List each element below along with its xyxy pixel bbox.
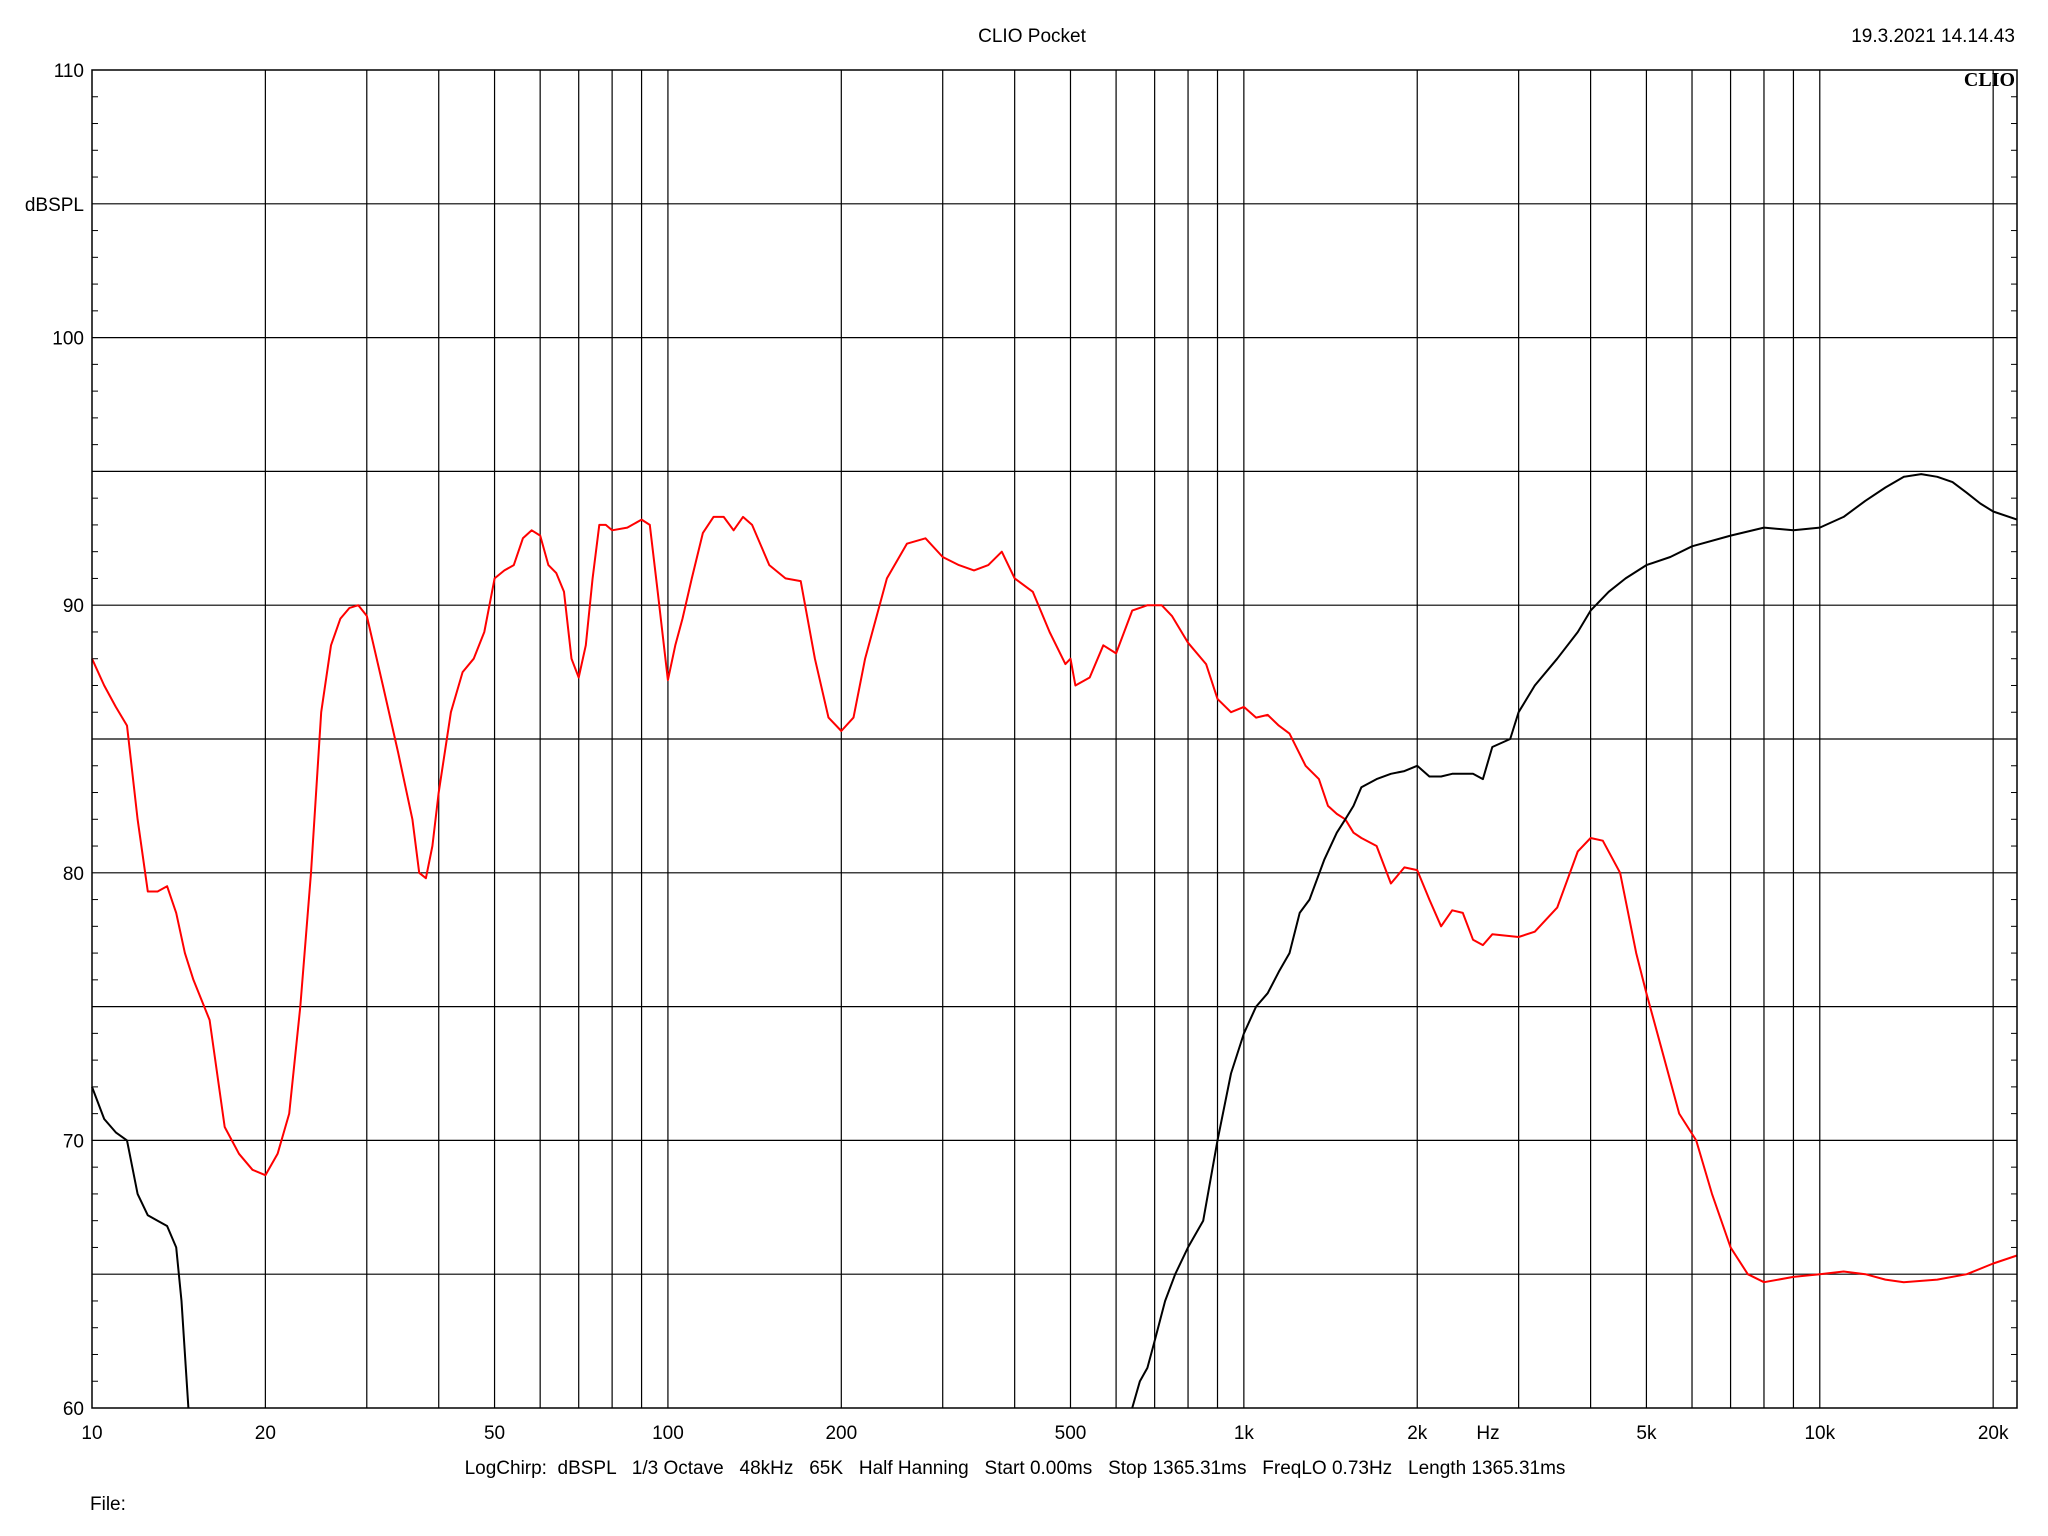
x-axis-unit-label: Hz (1476, 1423, 1499, 1444)
y-axis-unit-label: dBSPL (25, 195, 84, 216)
x-tick-label: 50 (484, 1423, 505, 1444)
clio-logo: CLIO (1964, 69, 2015, 91)
series-line-2 (91, 1086, 190, 1409)
y-tick-label: 70 (63, 1131, 84, 1152)
axis-tick-labels: 60 70 80 90 100 110 10 20 50 100 200 500 1k 2k 5k 10k 20… (52, 61, 2009, 1444)
file-label: File: (90, 1494, 126, 1515)
x-tick-label: 100 (652, 1423, 684, 1444)
measurement-settings: LogChirp: dBSPL 1/3 Octave 48kHz 65K Hal… (465, 1458, 1566, 1479)
y-tick-label: 110 (54, 61, 84, 82)
data-series (91, 473, 2018, 1409)
grid-lines (92, 70, 2017, 1408)
x-tick-label: 20k (1978, 1423, 2009, 1444)
plot-frame (91, 69, 2018, 1409)
x-tick-label: 200 (825, 1423, 857, 1444)
x-tick-label: 500 (1055, 1423, 1087, 1444)
y-tick-label: 60 (63, 1399, 84, 1420)
measurement-timestamp: 19.3.2021 14.14.43 (1851, 26, 2015, 47)
chart-title: CLIO Pocket (978, 26, 1086, 47)
x-tick-label: 10 (81, 1423, 102, 1444)
series-line-1 (91, 515, 2018, 1284)
x-tick-label: 5k (1636, 1423, 1657, 1444)
x-tick-label: 2k (1407, 1423, 1428, 1444)
series-line-3 (1131, 473, 2018, 1409)
x-tick-label: 1k (1234, 1423, 1255, 1444)
y-tick-label: 90 (63, 596, 84, 617)
x-tick-label: 10k (1804, 1423, 1835, 1444)
y-tick-label: 100 (52, 329, 84, 350)
x-tick-label: 20 (255, 1423, 276, 1444)
y-tick-label: 80 (63, 864, 84, 885)
